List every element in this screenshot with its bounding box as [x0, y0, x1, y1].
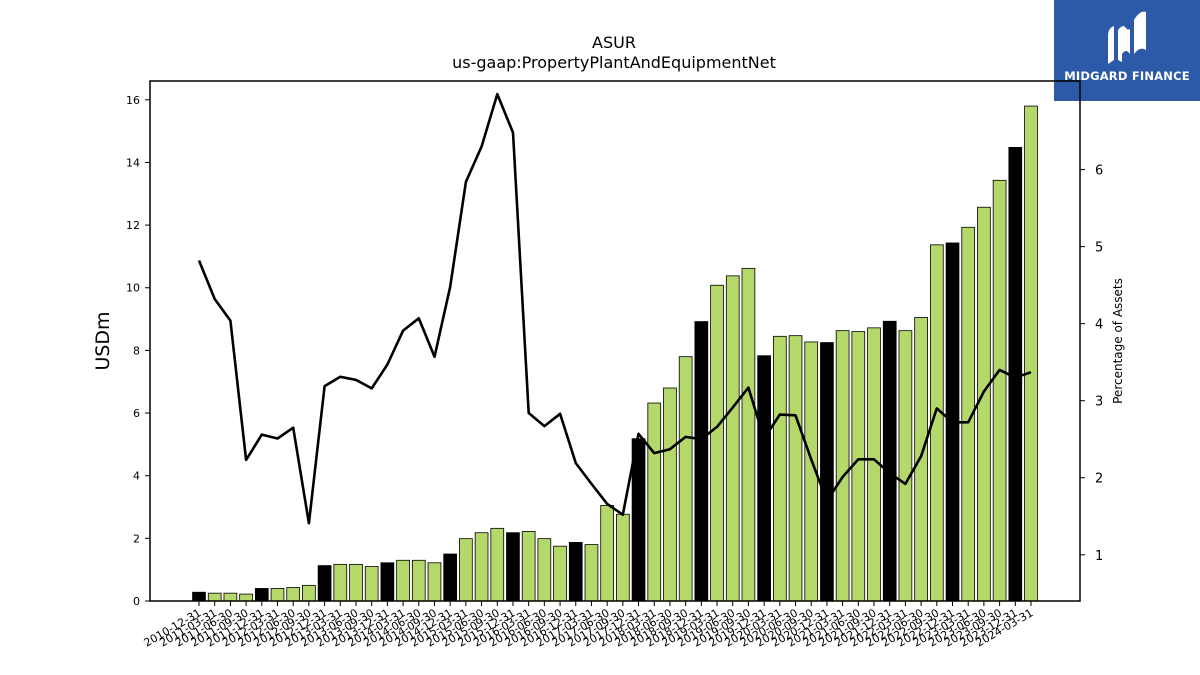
bar	[349, 563, 363, 602]
bar	[647, 402, 662, 602]
bar	[239, 593, 253, 602]
y-tick-label: 8	[133, 344, 140, 357]
bar	[553, 545, 567, 602]
y-tick-label: 6	[133, 407, 140, 420]
bar	[678, 356, 693, 602]
bar	[694, 321, 709, 602]
percentage-line	[197, 92, 1032, 525]
bar	[333, 563, 348, 602]
axes: 02468101214161234562010-12-312011-03-312…	[126, 80, 1103, 650]
y2-tick-label: 2	[1095, 472, 1103, 487]
y2-tick-label: 4	[1095, 318, 1103, 333]
y2-tick-label: 1	[1095, 549, 1103, 564]
bar	[286, 587, 301, 602]
bar	[192, 591, 206, 602]
bar	[568, 542, 583, 602]
bar	[772, 335, 787, 602]
bar	[521, 531, 536, 602]
bar	[270, 588, 285, 602]
bar	[757, 355, 771, 602]
y-tick-label: 14	[126, 156, 140, 169]
bar	[600, 505, 614, 602]
bar	[380, 562, 395, 602]
bar	[992, 179, 1007, 602]
bar	[427, 562, 442, 602]
midgard-logo-icon	[1108, 11, 1146, 64]
chart-title: ASUR	[592, 33, 636, 52]
bar	[663, 387, 677, 602]
y-tick-label: 10	[126, 282, 140, 295]
y2-tick-label: 5	[1095, 241, 1103, 256]
bar	[506, 532, 520, 602]
bar	[364, 566, 379, 602]
bar	[820, 342, 834, 602]
bar	[459, 538, 473, 602]
y-tick-label: 4	[133, 470, 140, 483]
bar	[411, 559, 426, 602]
bar	[396, 559, 410, 602]
brand-name: MIDGARD FINANCE	[1064, 69, 1190, 83]
bar	[835, 330, 850, 602]
bar	[317, 565, 332, 602]
brand-logo: MIDGARD FINANCE	[1054, 0, 1200, 101]
y2-axis-label: Percentage of Assets	[1111, 278, 1125, 404]
bar	[882, 320, 897, 602]
bar	[977, 206, 991, 602]
bar	[207, 592, 222, 602]
y2-tick-label: 6	[1095, 164, 1103, 179]
bar	[254, 588, 269, 602]
bar	[1024, 105, 1038, 602]
bar	[490, 527, 505, 602]
y2-tick-label: 3	[1095, 395, 1103, 410]
line-series	[197, 92, 1032, 525]
bar	[443, 553, 458, 602]
y-tick-label: 2	[133, 532, 140, 545]
y-tick-label: 0	[133, 595, 140, 608]
bar	[302, 584, 316, 602]
y-tick-label: 12	[126, 219, 140, 232]
bar-series	[192, 105, 1038, 602]
bar	[788, 335, 803, 602]
y-tick-label: 16	[126, 94, 140, 107]
plot-frame	[149, 80, 1081, 602]
bar	[741, 267, 756, 602]
bar	[914, 317, 928, 602]
chart-subtitle: us-gaap:PropertyPlantAndEquipmentNet	[452, 53, 776, 72]
bar	[223, 592, 238, 602]
bar	[725, 275, 740, 602]
bar	[474, 532, 489, 602]
bar	[537, 538, 552, 602]
bar	[710, 284, 724, 602]
bar	[616, 513, 630, 602]
bar	[584, 544, 599, 602]
y-axis-label: USDm	[92, 311, 114, 370]
bar	[898, 330, 913, 602]
